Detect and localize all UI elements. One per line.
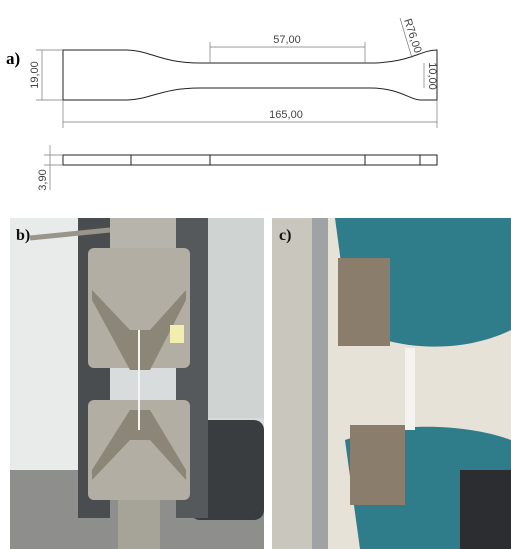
figure: a) 57,00 165,00 19,00 10,00 R76,00 3,90 — [0, 0, 511, 549]
grip-jaw — [350, 425, 405, 505]
panel-label: c) — [279, 227, 291, 244]
specimen-outline — [63, 50, 437, 100]
dimension-label: 19,00 — [29, 61, 41, 89]
page: {"panel_a": {"label": "a)", "dimensions"… — [0, 0, 511, 549]
panel-label: a) — [6, 49, 20, 68]
panel-b: b) — [10, 218, 264, 549]
dimension-label: R76,00 — [401, 17, 423, 54]
wall — [272, 218, 312, 549]
panel-label: b) — [16, 227, 30, 244]
panel-c: c) — [272, 218, 511, 549]
grip-jaw — [338, 258, 390, 346]
dimension-label: 3,90 — [37, 169, 49, 190]
grip-rod — [118, 500, 160, 549]
panel-a: a) 57,00 165,00 19,00 10,00 R76,00 3,90 — [6, 17, 438, 190]
specimen-side — [63, 155, 437, 165]
dimension-label: 165,00 — [269, 109, 303, 121]
tag — [170, 325, 184, 343]
specimen — [405, 348, 415, 430]
column — [312, 218, 328, 549]
dimension-label: 10,00 — [426, 62, 438, 90]
dimension-label: 57,00 — [273, 34, 301, 46]
machine-base — [460, 470, 511, 549]
crosshead — [110, 218, 176, 248]
